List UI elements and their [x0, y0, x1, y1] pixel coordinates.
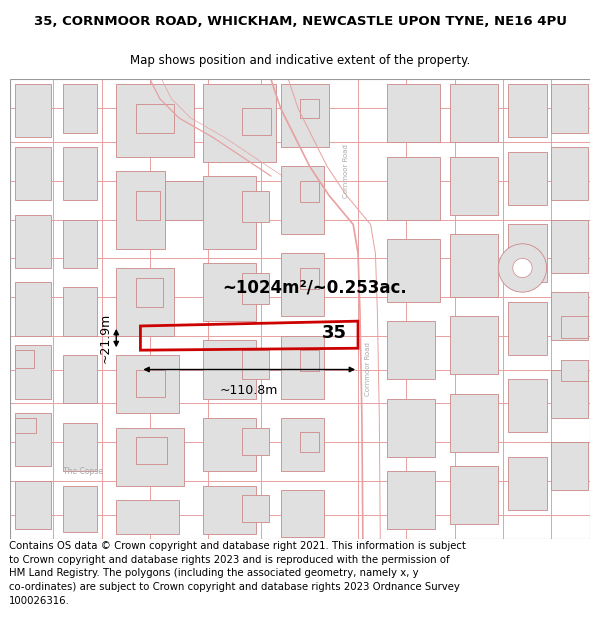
Bar — [508, 84, 547, 138]
Bar — [387, 471, 436, 529]
Bar — [450, 466, 498, 524]
Bar — [15, 147, 52, 200]
Bar — [203, 176, 256, 249]
Bar — [15, 282, 52, 336]
Bar — [450, 234, 498, 297]
Bar — [387, 399, 436, 456]
Bar — [203, 84, 276, 162]
Bar — [551, 147, 588, 200]
Bar — [242, 428, 269, 454]
Text: Cornmoor Road: Cornmoor Road — [343, 144, 349, 198]
Bar — [551, 219, 588, 272]
Bar — [387, 239, 440, 302]
Bar — [116, 171, 164, 249]
Bar — [116, 84, 194, 157]
Bar — [15, 350, 34, 368]
Bar — [242, 272, 269, 304]
Bar — [300, 350, 319, 371]
Bar — [300, 99, 319, 118]
Bar — [450, 84, 498, 142]
Text: 35: 35 — [322, 324, 346, 342]
Bar — [15, 84, 52, 138]
Text: ~21.9m: ~21.9m — [98, 313, 112, 363]
Circle shape — [513, 258, 532, 278]
Text: Contains OS data © Crown copyright and database right 2021. This information is : Contains OS data © Crown copyright and d… — [9, 541, 466, 606]
Bar — [136, 369, 164, 397]
Text: ~110.8m: ~110.8m — [220, 384, 278, 397]
Text: 35, CORNMOOR ROAD, WHICKHAM, NEWCASTLE UPON TYNE, NE16 4PU: 35, CORNMOOR ROAD, WHICKHAM, NEWCASTLE U… — [34, 15, 566, 28]
Bar — [508, 456, 547, 510]
Bar — [561, 360, 588, 381]
Bar — [450, 394, 498, 452]
Bar — [63, 288, 97, 336]
Bar — [116, 500, 179, 534]
Text: ~1024m²/~0.253ac.: ~1024m²/~0.253ac. — [223, 278, 407, 296]
Bar — [387, 321, 436, 379]
Bar — [508, 379, 547, 432]
Bar — [508, 152, 547, 205]
Bar — [281, 336, 324, 399]
Bar — [15, 481, 52, 529]
Bar — [63, 147, 97, 200]
Bar — [203, 263, 256, 321]
Bar — [300, 268, 319, 289]
Bar — [450, 157, 498, 215]
Bar — [551, 292, 588, 341]
Bar — [116, 268, 174, 336]
Bar — [15, 418, 36, 433]
Bar — [116, 428, 184, 486]
Bar — [387, 157, 440, 219]
Bar — [63, 422, 97, 471]
Bar — [136, 191, 160, 219]
Bar — [15, 215, 52, 268]
Bar — [561, 316, 588, 338]
Bar — [242, 350, 269, 379]
Bar — [63, 486, 97, 532]
Bar — [203, 486, 256, 534]
Bar — [242, 108, 271, 136]
Bar — [242, 191, 269, 221]
Text: Cornmoor Road: Cornmoor Road — [365, 342, 371, 396]
Bar — [281, 84, 329, 147]
Bar — [387, 84, 440, 142]
Text: The Copse: The Copse — [63, 466, 103, 476]
Bar — [551, 84, 588, 132]
Bar — [136, 278, 163, 307]
Bar — [164, 181, 203, 219]
Bar — [300, 181, 319, 203]
Circle shape — [498, 244, 547, 292]
Bar — [551, 369, 588, 418]
Bar — [63, 219, 97, 268]
Bar — [116, 355, 179, 413]
Bar — [450, 316, 498, 374]
Bar — [15, 413, 52, 466]
Text: Map shows position and indicative extent of the property.: Map shows position and indicative extent… — [130, 54, 470, 67]
Bar — [281, 491, 324, 537]
Bar — [63, 355, 97, 403]
Bar — [203, 341, 256, 399]
Bar — [136, 438, 167, 464]
Bar — [551, 442, 588, 491]
Bar — [508, 302, 547, 355]
Bar — [15, 346, 52, 399]
Bar — [136, 104, 174, 132]
Bar — [281, 254, 324, 316]
Bar — [203, 418, 256, 471]
Bar — [242, 495, 269, 522]
Bar — [63, 84, 97, 132]
Bar — [300, 432, 319, 452]
Bar — [281, 166, 324, 234]
Bar — [508, 224, 547, 282]
Bar — [281, 418, 324, 471]
